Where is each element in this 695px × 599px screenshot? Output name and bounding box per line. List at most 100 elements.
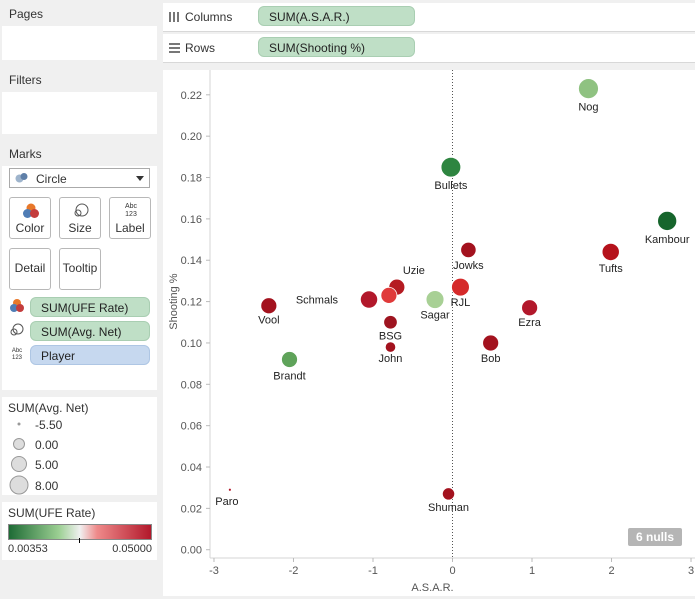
data-point (359, 290, 379, 309)
columns-shelf[interactable]: Columns SUM(A.S.A.R.) (163, 3, 695, 32)
data-point (440, 156, 462, 178)
label-pill[interactable]: Player (30, 345, 150, 365)
tooltip-button[interactable]: Tooltip (59, 248, 101, 290)
x-tick-label: 0 (449, 565, 455, 577)
y-tick-label: 0.00 (181, 545, 202, 557)
x-axis-title: A.S.A.R. (411, 582, 453, 594)
y-tick-label: 0.22 (181, 90, 202, 102)
color-legend-max: 0.05000 (112, 543, 152, 555)
label-button-label: Label (115, 221, 145, 235)
rows-shelf[interactable]: Rows SUM(Shooting %) (163, 34, 695, 63)
data-point (281, 351, 298, 368)
data-point (521, 299, 539, 317)
size-legend-circle (11, 456, 27, 472)
data-point-label: Ezra (518, 317, 542, 329)
rows-label: Rows (185, 41, 216, 55)
label-button[interactable]: Abc 123 Label (109, 197, 151, 239)
color-icon (23, 203, 39, 218)
color-legend-min: 0.00353 (8, 543, 48, 555)
size-encoding-icon (10, 323, 24, 336)
data-point-label: Bob (481, 353, 501, 365)
color-encoding-icon (10, 299, 24, 312)
y-tick-label: 0.14 (181, 255, 202, 267)
color-legend-title: SUM(UFE Rate) (2, 502, 157, 524)
marks-title: Marks (2, 142, 157, 166)
size-legend-circle (9, 475, 29, 495)
rows-pill[interactable]: SUM(Shooting %) (258, 37, 415, 57)
svg-text:Abc: Abc (12, 348, 22, 354)
data-point-label: Brandt (273, 370, 305, 382)
y-tick-label: 0.04 (181, 462, 202, 474)
data-point-label: Schmals (296, 295, 339, 307)
size-legend: SUM(Avg. Net) -5.50 0.00 5.00 8.00 (2, 397, 157, 495)
y-tick-label: 0.12 (181, 297, 202, 309)
data-point-label: BSG (379, 330, 402, 342)
y-tick-label: 0.08 (181, 379, 202, 391)
x-tick-label: 1 (529, 565, 535, 577)
size-legend-circles (9, 422, 29, 495)
data-point (441, 487, 456, 501)
color-ramp[interactable] (8, 524, 152, 540)
circle-mark-icon (15, 173, 28, 183)
data-point-label: Shuman (428, 502, 469, 514)
detail-button[interactable]: Detail (9, 248, 51, 290)
color-button[interactable]: Color (9, 197, 51, 239)
color-pill[interactable]: SUM(UFE Rate) (30, 297, 150, 317)
y-axis-title: Shooting % (168, 273, 180, 329)
data-point-label: Uzie (403, 265, 425, 277)
y-tick-label: 0.06 (181, 421, 202, 433)
rows-icon (169, 43, 180, 53)
size-pill[interactable]: SUM(Avg. Net) (30, 321, 150, 341)
size-legend-item: 0.00 (35, 438, 59, 452)
filters-shelf[interactable]: Filters (2, 68, 157, 134)
data-point (601, 242, 620, 262)
mark-type-dropdown[interactable]: Circle (9, 168, 150, 188)
y-tick-label: 0.02 (181, 503, 202, 515)
y-tick-label: 0.10 (181, 338, 202, 350)
data-point-label: John (379, 353, 403, 365)
y-tick-label: 0.16 (181, 214, 202, 226)
data-point (657, 210, 678, 231)
data-point-label: Sagar (420, 310, 450, 322)
data-point-label: Nog (578, 102, 598, 114)
data-point (460, 241, 477, 259)
y-tick-label: 0.18 (181, 173, 202, 185)
size-legend-circle (17, 422, 21, 426)
size-button-label: Size (68, 221, 92, 235)
data-point (425, 290, 445, 309)
size-legend-title: SUM(Avg. Net) (2, 397, 157, 419)
detail-button-label: Detail (14, 261, 46, 275)
chart-area[interactable]: 0.00 0.02 0.04 0.06 0.08 0.10 0.12 0.14 0.16 0.18… (163, 70, 695, 596)
x-tick-label: -3 (209, 565, 219, 577)
size-legend-item: 8.00 (35, 479, 59, 493)
data-point-label: Tufts (599, 263, 624, 275)
data-point (227, 487, 232, 492)
size-icon (74, 203, 89, 217)
scatter-plot[interactable]: 0.00 0.02 0.04 0.06 0.08 0.10 0.12 0.14 0.16 0.18… (163, 70, 695, 596)
filters-title: Filters (2, 68, 157, 92)
pages-title: Pages (2, 2, 157, 26)
tooltip-button-label: Tooltip (62, 261, 98, 275)
size-legend-circle (13, 438, 25, 450)
size-legend-item: -5.50 (35, 418, 63, 432)
label-icon: Abc 123 (125, 203, 138, 218)
data-point-label: Kambour (645, 234, 690, 246)
data-point (451, 277, 470, 297)
data-point-label: Bullets (434, 180, 468, 192)
columns-icon (169, 12, 179, 22)
x-tick-label: -1 (368, 565, 378, 577)
color-button-label: Color (15, 221, 45, 235)
label-encoding-icon: Abc 123 (12, 348, 23, 361)
svg-text:123: 123 (125, 211, 137, 218)
data-point (482, 334, 500, 352)
columns-pill[interactable]: SUM(A.S.A.R.) (258, 6, 415, 26)
size-legend-item: 5.00 (35, 458, 59, 472)
data-point-label: Vool (258, 315, 279, 327)
nulls-badge[interactable]: 6 nulls (628, 528, 683, 546)
data-point (578, 78, 599, 100)
pages-shelf[interactable]: Pages (2, 2, 157, 60)
data-point-label: RJL (451, 297, 471, 309)
size-button[interactable]: Size (59, 197, 101, 239)
color-ramp-midpoint-marker (79, 538, 80, 543)
x-tick-label: 2 (608, 565, 614, 577)
